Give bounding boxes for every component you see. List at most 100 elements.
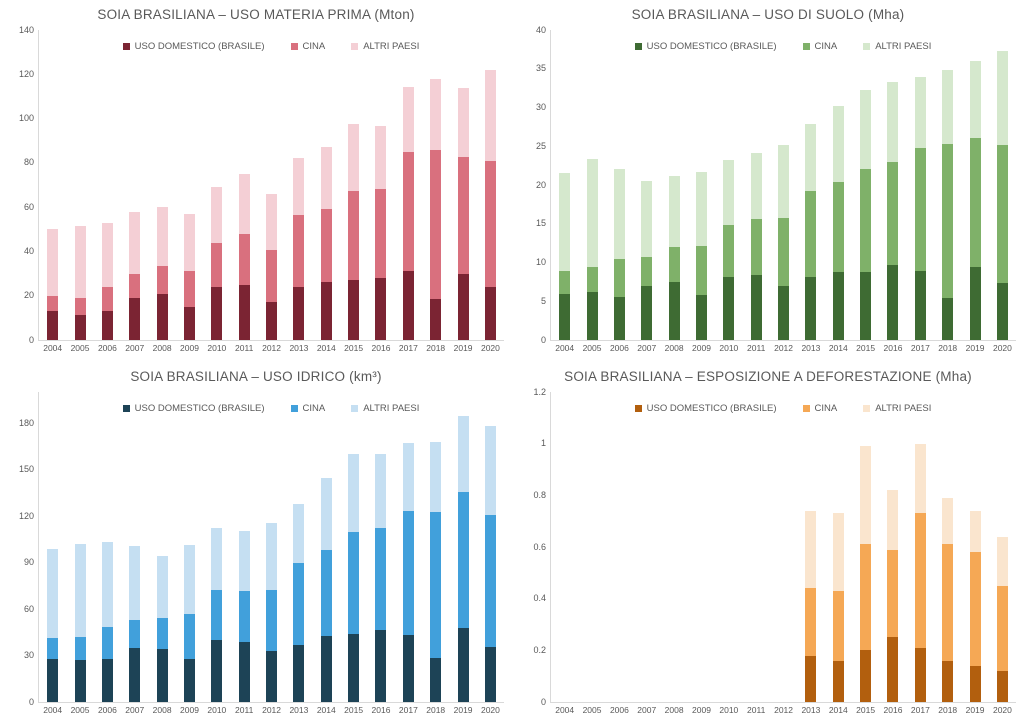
bar-segment: [348, 124, 360, 191]
chart-panel-uso-di-suolo: SOIA BRASILIANA – USO DI SUOLO (Mha) USO…: [512, 0, 1024, 362]
bar-2018: [422, 30, 449, 340]
bar-segment: [74, 543, 86, 637]
bar-2018: [934, 392, 961, 702]
bar-segment: [320, 282, 332, 340]
stacked-bar: [293, 158, 305, 340]
x-tick-label: 2011: [235, 705, 254, 715]
bar-segment: [484, 426, 496, 515]
stacked-bar: [211, 187, 223, 340]
bar-segment: [996, 585, 1008, 671]
bar-2011: [743, 30, 770, 340]
bar-segment: [402, 634, 414, 702]
stacked-bar: [996, 536, 1008, 702]
y-tick-label: 0.8: [533, 489, 546, 500]
bar-2008: [660, 392, 687, 702]
bar-2007: [633, 30, 660, 340]
bar-segment: [996, 50, 1008, 145]
bar-segment: [484, 160, 496, 287]
stacked-bar: [641, 181, 653, 340]
bar-segment: [129, 297, 141, 340]
bar-segment: [211, 286, 223, 340]
bar-segment: [320, 636, 332, 702]
bar-segment: [832, 105, 844, 182]
bar-segment: [969, 138, 981, 268]
bar-2015: [340, 30, 367, 340]
bar-segment: [750, 153, 762, 220]
x-axis-labels: 2004 2005 2006 2007 2008 2009 2010 2011 2012 2013…: [551, 705, 1016, 715]
stacked-bar: [942, 497, 954, 702]
bar-segment: [887, 161, 899, 265]
y-tick-label: 0.6: [533, 541, 546, 552]
legend-item-uso-domestico: USO DOMESTICO (BRASILE): [634, 403, 777, 414]
x-tick-label: 2019: [965, 343, 985, 353]
bar-2017: [907, 392, 934, 702]
bar-segment: [266, 650, 278, 702]
x-tick-label: 2017: [398, 705, 418, 715]
y-tick-label: 140: [18, 24, 34, 35]
bar-segment: [457, 87, 469, 158]
bar-segment: [402, 151, 414, 272]
y-tick-label: 80: [23, 157, 34, 168]
bar-segment: [942, 660, 954, 702]
bar-segment: [293, 214, 305, 287]
bar-2012: [258, 392, 285, 702]
legend-label: ALTRI PAESI: [875, 41, 932, 52]
bar-segment: [695, 171, 707, 247]
bar-segment: [156, 293, 168, 340]
bar-segment: [74, 636, 86, 661]
x-tick-label: 2008: [664, 705, 684, 715]
bar-2020: [989, 392, 1016, 702]
y-tick-label: 0.2: [533, 644, 546, 655]
stacked-bar: [805, 510, 817, 702]
x-tick-label: 2011: [747, 705, 766, 715]
bar-segment: [723, 224, 735, 277]
bar-segment: [887, 490, 899, 550]
bar-segment: [320, 209, 332, 283]
bars-area: [39, 392, 504, 702]
bar-segment: [47, 659, 59, 702]
bar-segment: [969, 552, 981, 666]
legend-label: USO DOMESTICO (BRASILE): [646, 41, 777, 52]
bar-segment: [750, 219, 762, 275]
x-tick-label: 2018: [938, 343, 958, 353]
chart-title: SOIA BRASILIANA – USO IDRICO (km³): [130, 369, 382, 384]
x-tick-label: 2011: [235, 343, 254, 353]
bar-2018: [934, 30, 961, 340]
bar-segment: [832, 181, 844, 272]
legend-item-altri-paesi: ALTRI PAESI: [863, 41, 931, 52]
x-tick-label: 2013: [289, 343, 309, 353]
x-tick-label: 2009: [692, 343, 711, 353]
bar-segment: [47, 229, 59, 296]
bar-segment: [805, 655, 817, 702]
stacked-bar: [457, 87, 469, 340]
bar-segment: [723, 159, 735, 225]
bar-segment: [183, 306, 195, 340]
bar-2006: [606, 30, 633, 340]
bar-segment: [887, 264, 899, 340]
bar-2014: [825, 392, 852, 702]
bar-segment: [860, 650, 872, 702]
bar-2013: [285, 392, 312, 702]
bar-2010: [715, 392, 742, 702]
bar-2007: [633, 392, 660, 702]
bar-segment: [613, 296, 625, 340]
bar-segment: [750, 274, 762, 340]
bar-segment: [484, 647, 496, 702]
bar-segment: [695, 295, 707, 340]
y-tick-label: 100: [18, 113, 34, 124]
bar-segment: [641, 285, 653, 340]
stacked-bar: [238, 530, 250, 702]
bar-segment: [101, 626, 113, 660]
bar-2009: [688, 392, 715, 702]
bar-segment: [969, 60, 981, 139]
bar-segment: [402, 271, 414, 340]
x-tick-label: 2015: [344, 705, 364, 715]
bar-segment: [430, 657, 442, 702]
bar-segment: [74, 225, 86, 298]
bar-segment: [74, 660, 86, 702]
bar-2009: [176, 392, 203, 702]
stacked-bar: [129, 211, 141, 340]
y-tick-label: 0: [28, 696, 34, 707]
stacked-bar: [183, 213, 195, 340]
stacked-bar: [375, 126, 387, 340]
